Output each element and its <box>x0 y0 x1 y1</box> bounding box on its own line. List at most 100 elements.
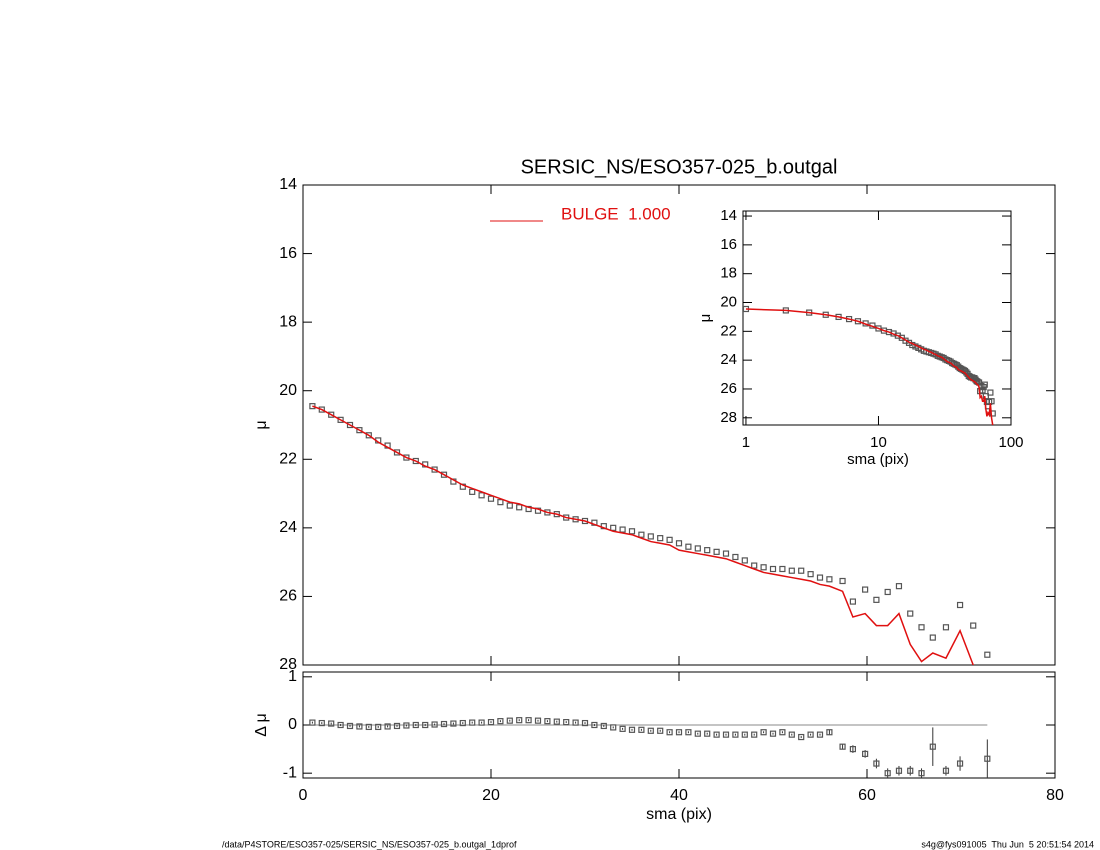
data-point <box>610 724 617 731</box>
data-point <box>516 717 523 724</box>
legend-label: BULGE 1.000 <box>561 204 671 223</box>
data-point <box>807 731 814 738</box>
data-point <box>450 720 457 727</box>
data-point <box>988 398 995 405</box>
data-point <box>798 567 805 574</box>
data-point <box>839 743 846 750</box>
data-point <box>788 731 795 738</box>
x-tick-label: 1 <box>742 434 750 451</box>
data-point <box>384 723 391 730</box>
y-tick-label: 26 <box>720 380 737 397</box>
data-point <box>694 545 701 552</box>
data-point <box>506 717 513 724</box>
data-point <box>657 535 664 542</box>
x-tick-label: 20 <box>482 787 500 804</box>
data-point <box>638 726 645 733</box>
data-point <box>337 416 344 423</box>
data-point <box>431 466 438 473</box>
data-point <box>907 767 914 774</box>
data-point <box>929 743 936 750</box>
data-point <box>600 722 607 730</box>
x-axis-label: sma (pix) <box>847 451 909 468</box>
data-point <box>862 586 869 593</box>
data-point <box>807 571 814 578</box>
data-point <box>610 524 617 531</box>
data-point <box>309 719 316 726</box>
data-point <box>873 760 880 767</box>
data-point <box>981 381 988 388</box>
y-tick-label: 28 <box>720 409 737 426</box>
data-point <box>873 596 880 603</box>
data-point <box>816 574 824 581</box>
y-tick-label: 22 <box>720 322 737 339</box>
data-point <box>895 767 903 774</box>
data-point <box>403 722 410 729</box>
data-point <box>741 731 748 738</box>
y-axis-label: Δ μ <box>253 713 270 736</box>
y-axis-label: μ <box>253 420 270 429</box>
data-point <box>431 721 438 728</box>
data-point <box>849 598 857 605</box>
data-point <box>412 457 419 465</box>
data-point <box>328 411 335 418</box>
data-point <box>337 721 344 729</box>
x-tick-label: 40 <box>670 787 688 804</box>
data-point <box>525 717 532 724</box>
data-point <box>657 727 664 734</box>
footer-right: s4g@fys091005 Thu Jun 5 20:51:54 2014 <box>921 839 1094 849</box>
model-line <box>745 308 994 425</box>
data-point <box>318 719 325 727</box>
y-tick-label: 20 <box>720 293 737 310</box>
plot-area <box>309 717 991 778</box>
data-point <box>826 576 833 583</box>
data-point <box>760 564 767 571</box>
data-point <box>346 722 354 730</box>
y-tick-label: 18 <box>720 265 737 282</box>
data-point <box>516 504 523 511</box>
data-point <box>849 745 857 753</box>
data-point <box>478 492 485 499</box>
data-point <box>816 731 824 738</box>
data-point <box>918 624 925 631</box>
data-point <box>506 502 513 509</box>
data-point <box>929 634 936 641</box>
x-tick-label: 80 <box>1046 787 1064 804</box>
y-tick-label: 16 <box>279 245 297 262</box>
data-point <box>346 421 354 429</box>
plot-area <box>309 403 991 665</box>
y-tick-label: 20 <box>279 382 297 399</box>
data-point <box>440 471 448 478</box>
data-point <box>989 410 996 417</box>
data-point <box>309 403 316 410</box>
data-point <box>907 610 914 617</box>
data-point <box>722 550 730 557</box>
plot-frame <box>742 210 1012 426</box>
data-point <box>685 729 692 736</box>
data-point <box>393 722 401 730</box>
data-point <box>534 717 542 724</box>
data-point <box>675 540 683 547</box>
data-point <box>487 495 495 502</box>
data-point <box>478 719 485 726</box>
data-point <box>751 562 758 569</box>
data-point <box>675 729 683 736</box>
data-point <box>572 719 579 726</box>
data-point <box>393 449 401 456</box>
y-tick-label: 22 <box>279 451 297 468</box>
data-point <box>497 718 504 725</box>
data-point <box>862 750 869 758</box>
y-tick-label: 26 <box>279 588 297 605</box>
data-point <box>375 723 382 731</box>
data-point <box>987 389 994 396</box>
y-tick-label: 28 <box>279 656 297 673</box>
y-tick-label: 14 <box>720 207 737 224</box>
data-point <box>956 760 964 767</box>
data-point <box>647 727 654 734</box>
x-tick-label: 100 <box>998 434 1023 451</box>
data-point <box>760 729 767 736</box>
data-point <box>563 719 570 726</box>
data-point <box>694 730 701 737</box>
model-line <box>312 405 975 665</box>
chart-title: SERSIC_NS/ESO357-025_b.outgal <box>521 156 838 178</box>
